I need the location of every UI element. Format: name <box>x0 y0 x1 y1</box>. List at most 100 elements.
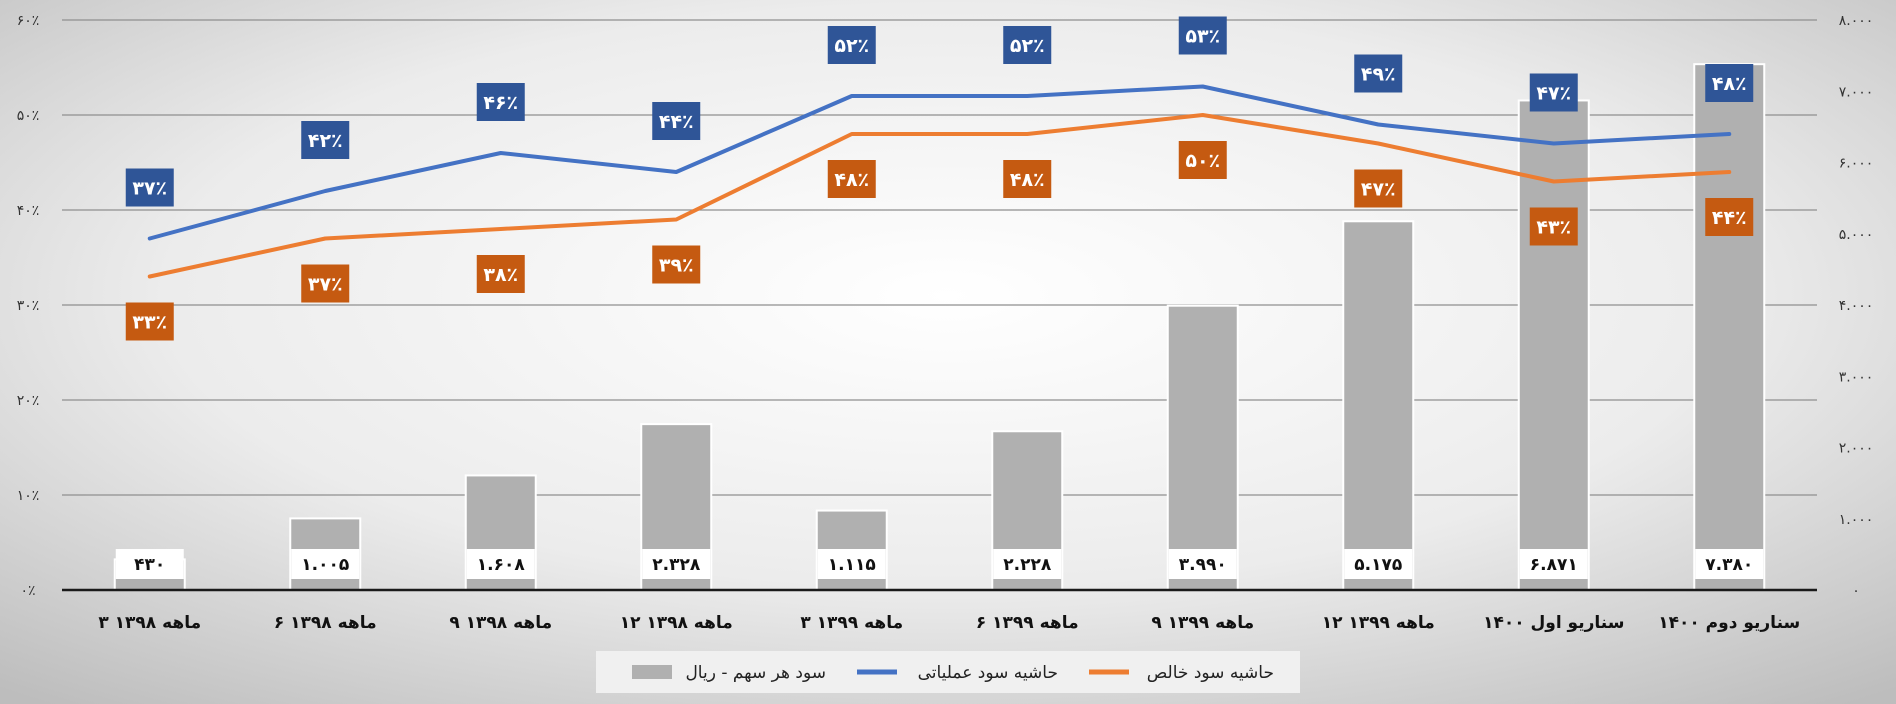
line-value-label-box <box>827 160 876 198</box>
bar-value-label-box <box>1168 549 1237 579</box>
x-category-label: سناریو اول ۱۴۰۰ <box>1483 613 1624 633</box>
x-category-label: ۶ ماهه ۱۳۹۹ <box>976 613 1079 633</box>
line-value-label-box <box>476 83 525 121</box>
line-value-label: ۵۲٪ <box>1010 35 1045 57</box>
line-value-label-box <box>476 255 525 293</box>
axes: ۰٪ ۱۰٪ ۲۰٪ ۳۰٪ ۴۰٪ ۵۰٪ ۶۰٪ ۰ ۱.۰۰۰ ۲.۰۰۰ ۳.۰۰۰ ۴.۰۰… <box>17 13 1874 633</box>
x-category-label: ۹ ماهه ۱۳۹۹ <box>1151 613 1254 633</box>
y-right-tick-label: ۱.۰۰۰ <box>1839 512 1874 528</box>
line-value-label-box <box>1003 160 1052 198</box>
bar <box>1693 63 1766 592</box>
y-left-tick-label: ۴۰٪ <box>17 203 40 219</box>
line-value-label: ۵۲٪ <box>834 35 869 57</box>
data-labels: ۴۳۰ ۱.۰۰۵ ۱.۶۰۸ ۲.۳۲۸ ۱.۱۱۵ ۲.۲۲۸ ۳.۹۹۰ ۵.۱۷۵ ۶.… <box>115 16 1764 579</box>
bar-value-label-box <box>1695 549 1764 579</box>
line-value-label-box <box>1178 141 1227 179</box>
line-value-label: ۳۸٪ <box>483 264 518 286</box>
x-category-label: ۳ ماهه ۱۳۹۹ <box>800 613 903 633</box>
line-value-label-box <box>125 168 174 207</box>
line-value-label-box <box>1705 64 1754 102</box>
x-category-label: ۶ ماهه ۱۳۹۸ <box>274 613 377 633</box>
bar-value-label: ۲.۳۲۸ <box>652 555 701 575</box>
bar-value-label-box <box>115 549 184 579</box>
y-right-tick-label: ۷.۰۰۰ <box>1839 84 1874 100</box>
y-right-tick-label: ۸.۰۰۰ <box>1839 13 1874 29</box>
y-left-tick-label: ۶۰٪ <box>17 13 40 29</box>
line-value-label: ۵۳٪ <box>1185 26 1220 48</box>
line-value-label: ۴۶٪ <box>483 92 518 114</box>
line-value-label-box <box>1705 198 1754 236</box>
line-value-label-box <box>1529 73 1578 112</box>
bar-value-label: ۷.۳۸۰ <box>1705 555 1753 575</box>
bar-value-label: ۱.۰۰۵ <box>301 555 349 575</box>
x-category-label: ۱۲ ماهه ۱۳۹۸ <box>620 613 733 633</box>
line-value-label: ۵۰٪ <box>1185 150 1220 172</box>
bar-value-label-box <box>1519 549 1588 579</box>
bar-value-label: ۲.۲۲۸ <box>1003 555 1052 575</box>
bar-value-label-box <box>993 549 1062 579</box>
line-value-label: ۴۳٪ <box>1536 217 1571 239</box>
bar-value-label-box <box>291 549 360 579</box>
line-value-label-box <box>1354 54 1403 93</box>
line-value-label-box <box>125 302 174 341</box>
bar-value-label: ۳.۹۹۰ <box>1179 555 1227 575</box>
bar-value-label: ۶.۸۷۱ <box>1530 555 1578 575</box>
line-value-label: ۴۴٪ <box>659 111 694 133</box>
legend-label: حاشیه سود خالص <box>1147 663 1274 683</box>
line-value-label-box <box>301 121 350 159</box>
bar-value-label-box <box>1344 549 1413 579</box>
legend: سود هر سهم - ریال حاشیه سود عملیاتی حاشیه … <box>596 651 1300 693</box>
line-value-label: ۴۲٪ <box>308 130 343 152</box>
y-left-tick-label: ۳۰٪ <box>17 298 40 314</box>
line-value-label: ۳۹٪ <box>659 255 694 277</box>
y-left-tick-label: ۲۰٪ <box>17 393 40 409</box>
line-value-label: ۳۷٪ <box>308 274 343 296</box>
bar <box>1166 304 1239 591</box>
line-value-label-box <box>652 245 701 284</box>
line-value-label: ۳۳٪ <box>132 312 167 334</box>
line-value-label-box <box>1354 169 1403 208</box>
line-value-label-box <box>827 26 876 64</box>
bar-value-label-box <box>817 549 886 579</box>
bar-value-label: ۱.۶۰۸ <box>477 555 526 575</box>
x-category-label: سناریو دوم ۱۴۰۰ <box>1658 613 1800 633</box>
x-category-label: ۹ ماهه ۱۳۹۸ <box>449 613 552 633</box>
line-value-label-box <box>652 102 701 140</box>
line-value-label: ۴۸٪ <box>1010 169 1045 191</box>
line-value-label-box <box>1178 16 1227 55</box>
line-value-label-box <box>1003 26 1052 64</box>
line-series-path <box>147 113 1732 279</box>
x-category-label: ۱۲ ماهه ۱۳۹۹ <box>1322 613 1435 633</box>
bar-value-label: ۵.۱۷۵ <box>1354 555 1402 575</box>
legend-label: سود هر سهم - ریال <box>685 663 826 683</box>
legend-label: حاشیه سود عملیاتی <box>918 663 1058 683</box>
y-right-tick-label: ۶.۰۰۰ <box>1839 156 1874 172</box>
y-right-tick-label: ۳.۰۰۰ <box>1839 369 1874 385</box>
y-left-tick-label: ۱۰٪ <box>17 488 40 504</box>
line-value-label: ۴۷٪ <box>1536 83 1571 105</box>
line-series <box>147 84 1732 279</box>
y-left-tick-label: ۵۰٪ <box>17 108 40 124</box>
y-right-tick-label: ۰ <box>1852 583 1860 599</box>
line-value-label: ۴۸٪ <box>1712 73 1747 95</box>
bar-value-label: ۱.۱۱۵ <box>828 555 876 575</box>
line-series-path <box>147 84 1732 241</box>
bar-value-label: ۴۳۰ <box>134 555 165 575</box>
legend-swatch <box>632 665 672 679</box>
line-value-label-box <box>301 264 350 303</box>
bar-value-label-box <box>642 549 711 579</box>
line-value-label: ۳۷٪ <box>132 178 167 200</box>
y-left-tick-label: ۰٪ <box>20 583 35 599</box>
line-value-label: ۴۴٪ <box>1712 207 1747 229</box>
y-right-tick-label: ۲.۰۰۰ <box>1839 441 1874 457</box>
y-right-tick-label: ۴.۰۰۰ <box>1839 298 1874 314</box>
x-category-label: ۳ ماهه ۱۳۹۸ <box>98 613 201 633</box>
bar <box>1517 99 1590 591</box>
line-value-label: ۴۷٪ <box>1361 179 1396 201</box>
line-value-label-box <box>1529 207 1578 246</box>
line-value-label: ۴۸٪ <box>834 169 869 191</box>
y-right-tick-label: ۵.۰۰۰ <box>1839 227 1874 243</box>
